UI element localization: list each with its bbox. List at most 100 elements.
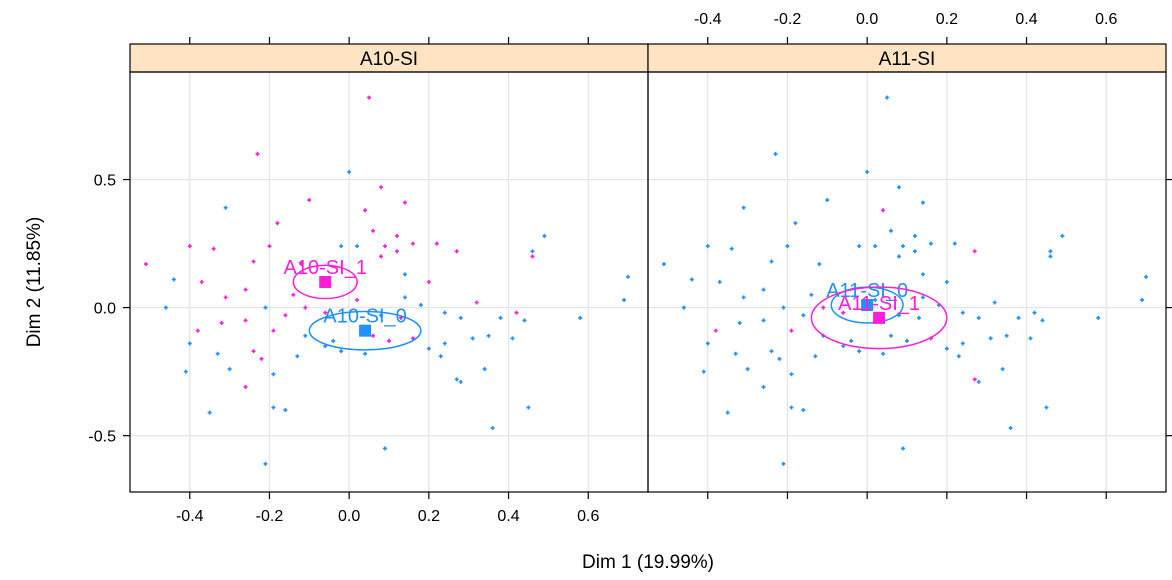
centroid-marker [873,311,886,324]
data-point [394,233,399,238]
data-point [960,310,965,315]
data-point [183,369,188,374]
data-point [681,305,686,310]
data-point [825,198,830,203]
data-point [897,254,902,259]
data-point [1016,315,1021,320]
x-tick-label: -0.4 [176,508,204,525]
data-point [885,95,890,100]
data-point [901,446,906,451]
data-point [187,341,192,346]
data-point [482,367,487,372]
data-point [865,169,870,174]
data-point [295,354,300,359]
data-point [976,379,981,384]
data-point [363,351,368,356]
data-point [713,328,718,333]
data-point [263,305,268,310]
scatter-points [143,95,1149,466]
data-point [275,221,280,226]
data-point [223,205,228,210]
data-point [733,351,738,356]
y-tick-label: 0.5 [94,173,116,190]
data-point [689,277,694,282]
x-tick-label: 0.4 [1015,11,1037,28]
data-point [474,300,479,305]
data-point [490,425,495,430]
data-point [889,333,894,338]
data-point [283,408,288,413]
x-tick-label: -0.2 [256,508,284,525]
data-point [387,338,391,343]
data-point [243,318,248,323]
data-point [454,249,459,254]
data-point [303,305,308,310]
data-point [905,338,909,343]
centroid-marker [359,324,372,337]
data-point [920,272,925,277]
y-tick-label: -0.5 [88,429,116,446]
data-point [741,295,746,300]
data-point [219,320,224,325]
data-point [199,280,204,284]
data-point [789,328,794,333]
data-point [769,349,774,354]
data-point [777,356,782,361]
data-point [821,305,826,310]
centroid-marker [319,276,332,288]
data-point [470,336,475,341]
data-point [1048,254,1053,259]
data-point [271,328,276,333]
data-point [187,244,192,249]
data-point [323,310,328,315]
data-point [530,254,535,259]
data-point [371,333,376,338]
data-point [454,377,459,382]
data-point [988,336,993,341]
data-point [255,151,260,156]
data-point [331,338,336,343]
data-point [781,461,786,466]
data-point [761,385,766,389]
data-point [916,315,921,320]
data-point [1000,367,1005,372]
data-point [578,315,583,320]
data-point [259,356,264,361]
x-tick-label: 0.0 [338,508,360,525]
data-point [434,241,439,246]
data-point [881,351,886,356]
data-point [379,185,384,190]
data-point [402,295,407,300]
data-point [243,287,248,292]
data-point [889,228,894,233]
data-point [960,341,965,346]
data-point [526,405,531,410]
x-tick-label: 0.2 [418,508,440,525]
confidence-ellipse [292,264,358,300]
data-point [661,262,666,267]
data-point [263,461,268,466]
data-point [928,241,933,246]
data-point [789,372,794,377]
data-point [426,280,431,284]
data-point [542,233,547,238]
data-point [773,151,778,156]
data-point [626,274,631,279]
data-point [944,280,949,284]
data-point [215,351,220,356]
data-point [1140,297,1145,302]
data-point [944,346,949,351]
data-point [339,349,344,354]
data-point [271,372,276,377]
data-point [1060,233,1065,238]
strip-background [647,43,1167,73]
data-point [442,341,447,346]
data-point [857,349,862,354]
data-point [881,208,886,213]
data-point [251,349,256,354]
data-point [1048,249,1053,254]
data-point [793,221,798,226]
data-point [458,315,463,320]
category-label: A10-SI_0 [323,306,406,328]
